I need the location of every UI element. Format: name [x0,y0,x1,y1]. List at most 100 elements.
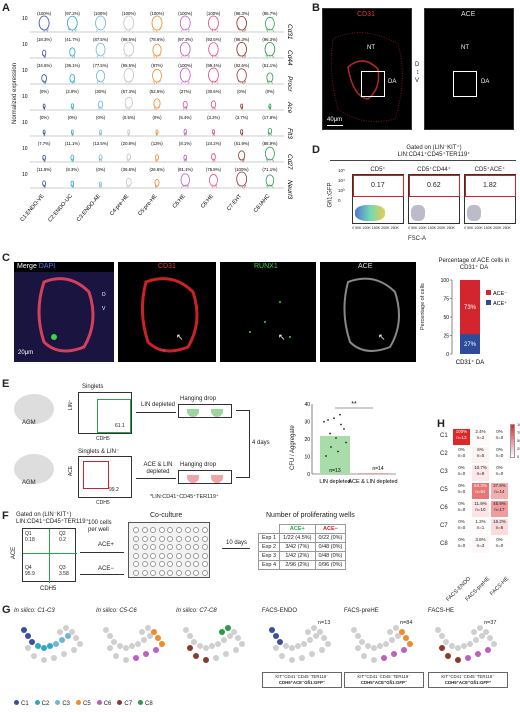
violin-dot [214,160,216,162]
violin-shape [264,146,275,161]
gene-label: Cd27 [286,154,293,170]
bar-label-neg: 73% [464,305,477,311]
b-da-1: DA [388,79,397,85]
violin-ytick: 10 [22,16,28,22]
violin-dot [124,30,126,32]
c-ytick-label: 100 [441,278,450,284]
violin-dot [72,160,74,162]
violin-dot [187,186,189,188]
violin-dot [212,80,214,82]
umap-point [239,641,245,647]
violin-dot [157,158,159,160]
panel-label-f: F [2,510,9,522]
legend-item: C8 [138,700,153,707]
b-ace-title: ACE [461,11,476,18]
violin-shape [70,129,74,135]
violin-dot [100,159,102,161]
violin-dot [97,28,99,30]
umap-plot [435,625,497,663]
e-xlabel-2: ACE & LIN depleted [348,479,397,485]
violin-shape [124,96,133,109]
violin-dot [99,54,101,56]
violin-dot [184,106,186,108]
f-q3: Q3 3.58 [59,565,69,577]
umap-point [61,651,67,657]
micrograph-merge: Merge DAPI 20μm D V [14,262,114,362]
violin-dot [211,82,213,84]
violin-dot [156,82,158,84]
plate-well [141,552,148,559]
c-bar-title: Percentage of ACE cells in CD31⁺ DA [438,258,510,271]
e-agm-1: AGM [22,420,36,426]
c-runx1-title: RUNX1 [254,263,278,270]
violin-dot [72,186,74,188]
e-singlets-lin: Singlets & LIN⁻ [78,449,120,455]
violin-shape [154,178,160,187]
e-point [333,417,335,420]
violin-dot [214,108,216,110]
umap-point [399,629,405,635]
heatmap-row-label: C1 [440,433,448,439]
violin-dot [43,184,45,186]
violin-shape [123,41,135,57]
violin-shape [236,68,247,83]
plate-well [176,544,182,551]
violin-shape [95,42,106,57]
e-point [325,455,327,457]
violin-pct: (99.4%) [206,63,222,68]
violin-dot [100,133,102,135]
c-arrow-4: ↖ [378,332,386,342]
violin-shape [38,15,50,31]
umap-point [387,629,393,635]
violin-dot [239,55,241,57]
violin-dot [272,186,274,188]
umap-point [359,639,365,645]
heatmap-col-label: FACS-HE [489,576,511,598]
violin-pct: (8.1%) [179,141,192,146]
violin-dot [46,29,48,31]
umap-title: FACS-preHE [344,608,379,614]
plate-well [184,527,191,533]
violin-dot [185,106,187,108]
heatmap-legend-bar [510,424,515,458]
group-label: C6:HE [200,193,215,210]
e-hanging-1: Hanging drop [180,396,217,402]
violin-shape [69,47,76,57]
legend-item: C7 [117,700,132,707]
heatmap-cell: 1.2% n=1 [471,518,490,536]
violin-pct: (3.2%) [207,115,220,120]
umap-point [491,641,497,647]
violin-dot [188,81,190,83]
violin-dot [180,30,182,32]
umap-point [65,633,71,639]
violin-ytick: 10 [22,172,28,178]
violin-dot [128,56,130,58]
e-point [335,437,337,439]
umap-point [59,637,65,643]
plate-well [201,570,208,576]
violin-dot [188,185,190,187]
violin-dot [97,80,99,82]
violin-dot [244,184,246,186]
plate-well [201,535,208,542]
umap-plot [269,625,331,663]
umap-point [203,657,209,663]
panel-label-g: G [2,604,11,616]
violin-dot [70,55,72,57]
umap-point [117,643,123,649]
violin-dot [265,29,267,31]
violin-dot [153,30,155,32]
violin-dot [101,55,103,57]
violin-dot [159,80,161,82]
e-flow-1: 61.1 [78,392,132,434]
umap-point [29,639,35,645]
violin-shape [96,69,106,83]
violin-dot [128,108,130,110]
umap-point [355,645,361,651]
violin-dot [242,56,244,58]
violin-dot [69,29,71,31]
e-ytick: 0 [307,472,310,478]
violin-dot [71,108,73,110]
umap-point [289,645,295,651]
violin-pct: (100%) [235,167,249,172]
